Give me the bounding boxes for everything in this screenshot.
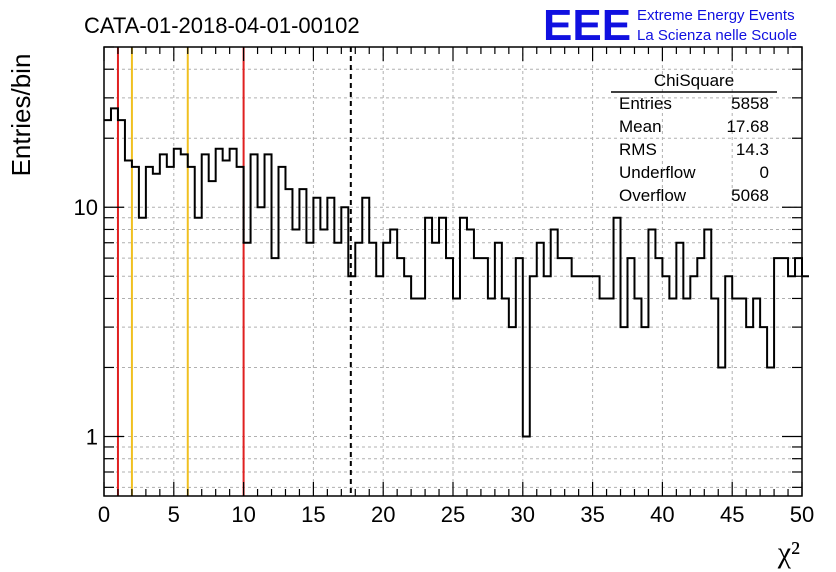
logo-line2: La Scienza nelle Scuole (637, 27, 797, 44)
histogram-series (104, 107, 809, 438)
x-tick-label: 30 (511, 502, 535, 527)
stats-value: 17.68 (726, 117, 769, 136)
grid (104, 47, 802, 496)
stats-value: 0 (760, 163, 769, 182)
tick-labels: 0 5 10 15 20 25 30 35 40 45 50 1 10 (74, 195, 815, 527)
stats-value: 14.3 (736, 140, 769, 159)
logo-line1: Extreme Energy Events (637, 7, 795, 24)
stats-label: Overflow (619, 186, 687, 205)
histogram-line (104, 107, 809, 438)
stats-label: Underflow (619, 163, 696, 182)
x-tick-label: 40 (650, 502, 674, 527)
y-axis-title: Entries/bin (6, 54, 36, 177)
stats-label: Mean (619, 117, 662, 136)
axes (103, 46, 803, 497)
stats-value: 5068 (731, 186, 769, 205)
x-tick-label: 35 (580, 502, 604, 527)
x-tick-label: 5 (168, 502, 180, 527)
y-tick-label: 1 (86, 424, 98, 449)
x-tick-label: 15 (301, 502, 325, 527)
y-tick-label: 10 (74, 195, 98, 220)
x-tick-label: 20 (371, 502, 395, 527)
x-tick-label: 25 (441, 502, 465, 527)
x-tick-label: 0 (98, 502, 110, 527)
stats-label: Entries (619, 94, 672, 113)
chart-title: CATA-01-2018-04-01-00102 (84, 13, 360, 38)
stats-rows: Entries 5858 Mean 17.68 RMS 14.3 Underflow 0 Ove… (619, 94, 769, 205)
stats-box: ChiSquare Entries 5858 Mean 17.68 RMS 14.3 Und… (611, 71, 777, 205)
x-axis-title: χ² (777, 536, 800, 569)
stats-name: ChiSquare (654, 71, 734, 90)
stats-label: RMS (619, 140, 657, 159)
x-tick-label: 50 (790, 502, 814, 527)
x-tick-label: 45 (720, 502, 744, 527)
eee-logo: EEE (543, 1, 631, 50)
x-tick-label: 10 (231, 502, 255, 527)
stats-value: 5858 (731, 94, 769, 113)
reference-lines (116, 47, 352, 496)
